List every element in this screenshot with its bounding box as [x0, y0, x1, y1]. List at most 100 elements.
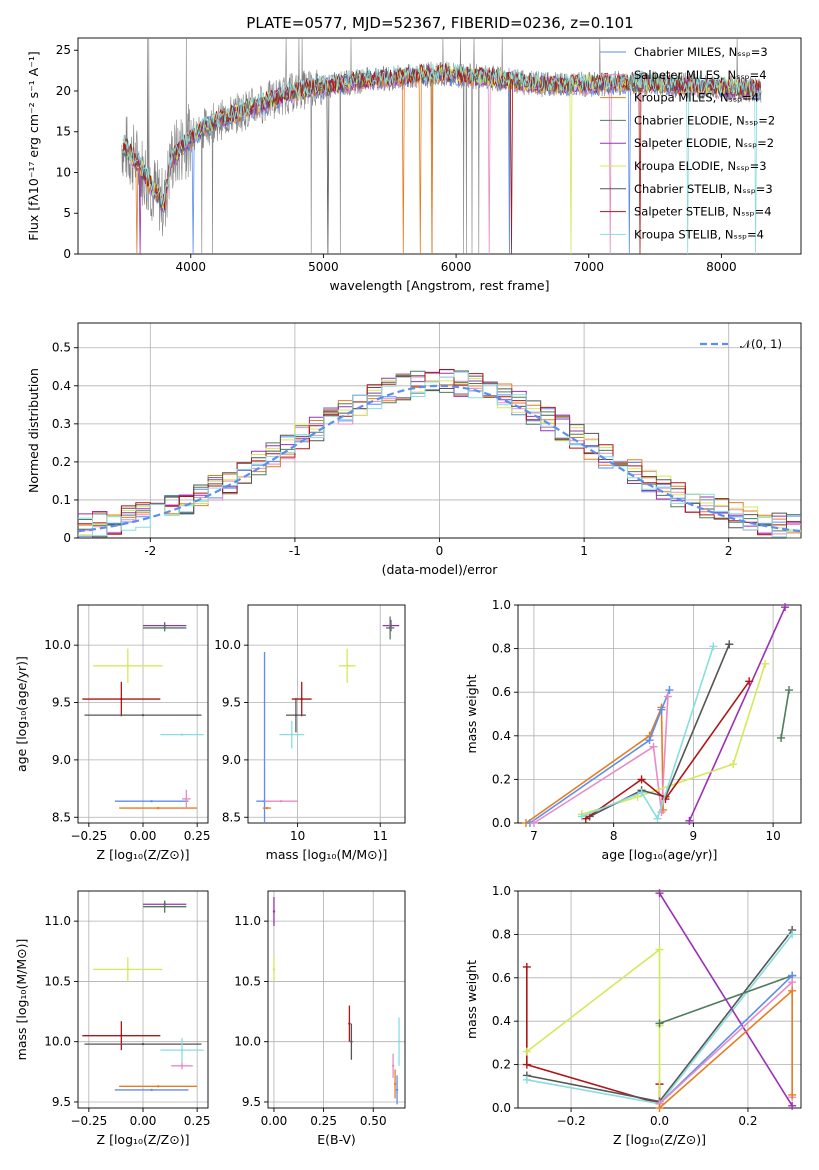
y-tick-label: 0.1: [52, 493, 71, 507]
plus-marker: [709, 642, 718, 651]
y-tick-label: 0.6: [492, 971, 511, 985]
plus-marker: [522, 1075, 531, 1084]
y-tick-label: 9.0: [52, 753, 71, 767]
plus-marker: [657, 705, 666, 714]
legend-label: Chabrier MILES, Nₛₛₚ=3: [634, 45, 768, 59]
mass-weight-line: [581, 646, 715, 821]
plus-marker: [788, 930, 797, 939]
plus-marker: [785, 686, 794, 695]
errorbar-point: [150, 800, 153, 803]
plus-marker: [655, 889, 664, 898]
errorbar-point: [265, 806, 269, 810]
y-tick-label: 25: [56, 43, 71, 57]
mass-weight-line: [529, 689, 671, 824]
y-tick-label: 0.8: [492, 642, 511, 656]
x-axis-label: wavelength [Angstrom, rest frame]: [329, 278, 549, 293]
x-tick-label: 0.50: [360, 1114, 387, 1128]
plus-marker: [788, 986, 797, 995]
x-tick-label: −0.2: [556, 1114, 585, 1128]
errorbar-point: [126, 968, 130, 971]
y-tick-label: 0.2: [492, 1058, 511, 1072]
legend-label: Kroupa STELIB, Nₛₛₚ=4: [634, 227, 764, 241]
y-tick-label: 0.4: [492, 1014, 511, 1028]
plus-marker: [529, 819, 538, 827]
plus-marker: [637, 788, 646, 797]
plus-marker: [729, 760, 738, 769]
y-tick-label: 10.5: [44, 974, 71, 988]
histogram-step-line: [78, 370, 801, 532]
errorbar-point: [395, 1088, 399, 1092]
chart-title: PLATE=0577, MJD=52367, FIBERID=0236, z=0…: [246, 14, 633, 32]
errorbar-point: [120, 697, 123, 701]
y-tick-label: 10.0: [44, 638, 71, 652]
errorbar-point: [397, 1040, 401, 1043]
age-vs-mass-panel: 10 11 8.5 9.0 9.5 10.0 mass [log₁₀(M/M⊙)]: [214, 604, 406, 862]
x-tick-label: -2: [144, 544, 156, 558]
plus-marker: [663, 692, 672, 701]
y-axis-label: mass [log₁₀(M/M⊙)]: [14, 939, 29, 1061]
y-tick-label: 0.3: [52, 417, 71, 431]
errorbar-group: [82, 900, 204, 1092]
x-tick-label: 5000: [308, 260, 339, 274]
plus-marker: [655, 945, 664, 954]
plus-marker: [725, 640, 734, 649]
mass-weight-line: [658, 892, 793, 1107]
mass-vs-ebv-panel: 0.00 0.25 0.50 9.5 10.0 10.5 11.0 E(B-V): [234, 890, 406, 1147]
x-tick-label: 11: [373, 829, 388, 843]
errorbar-point: [163, 626, 166, 630]
y-tick-label: 9.5: [52, 1095, 71, 1109]
errorbar-point: [290, 733, 293, 736]
axes-frame: [247, 604, 406, 824]
y-axis-label: Normed distribution: [26, 368, 41, 493]
x-axis-label: (data-model)/error: [382, 562, 499, 577]
y-tick-label: 0.6: [492, 685, 511, 699]
x-tick-label: -1: [289, 544, 301, 558]
y-tick-label: 11.0: [44, 914, 71, 928]
plus-marker: [522, 1060, 531, 1069]
mass-weight-line: [780, 689, 790, 739]
y-tick-label: 10.0: [44, 1035, 71, 1049]
errorbar-point: [345, 664, 349, 668]
x-tick-label: 7000: [573, 260, 604, 274]
y-tick-label: 0.2: [52, 455, 71, 469]
errorbar-point: [141, 713, 145, 717]
residual-histogram-panel: -2 -1 0 1 2 0 0.1 0.2 0.3 0.4 0.5 (data-model)/erro…: [26, 322, 802, 577]
errorbar-point: [388, 626, 392, 630]
x-tick-label: 0.00: [130, 1114, 157, 1128]
legend-label: 𝒩(0, 1): [740, 337, 782, 351]
plus-marker: [788, 1090, 797, 1099]
age-vs-metallicity-panel: −0.25 0.00 0.25 8.5 9.0 9.5 10.0 Z [log₁₀(Z/Z⊙)…: [14, 604, 211, 862]
plus-marker: [653, 814, 662, 823]
plus-marker: [649, 742, 658, 751]
axes-frame: [267, 890, 406, 1109]
mass-weight-vs-metallicity-panel: −0.2 0.0 0.2 0.0 0.2 0.4 0.6 0.8 1.0 Z [log₁₀(Z/Z…: [464, 884, 802, 1147]
mass-weight-vs-age-panel: 7 8 9 10 0.0 0.2 0.4 0.6 0.8 1.0 age [log₁₀(age/yr…: [464, 598, 802, 862]
y-tick-label: 15: [56, 125, 71, 139]
errorbar-point: [180, 1064, 184, 1068]
x-tick-label: 6000: [441, 260, 472, 274]
y-tick-label: 10.0: [214, 638, 241, 652]
histogram-step-line: [78, 371, 801, 535]
plus-marker: [745, 677, 754, 686]
axes-frame: [517, 604, 802, 824]
errorbar-group: [272, 897, 401, 1105]
y-tick-label: 9.0: [222, 753, 241, 767]
errorbar-point: [272, 968, 276, 971]
errorbar-point: [141, 1042, 145, 1046]
y-tick-label: 8.5: [52, 810, 71, 824]
x-tick-label: −0.25: [70, 829, 107, 843]
y-tick-label: 9.5: [242, 1095, 261, 1109]
y-tick-label: 0.2: [492, 772, 511, 786]
y-tick-label: 11.0: [234, 914, 261, 928]
mass-vs-metallicity-panel: −0.25 0.00 0.25 9.5 10.0 10.5 11.0 Z [log₁₀(Z/Z…: [14, 890, 211, 1147]
x-axis-label: age [log₁₀(age/yr)]: [602, 847, 718, 862]
x-axis-label: Z [log₁₀(Z/Z⊙)]: [97, 1132, 190, 1147]
y-tick-label: 9.5: [222, 696, 241, 710]
errorbar-point: [120, 1034, 123, 1037]
x-tick-label: 0.00: [130, 829, 157, 843]
y-axis-label: age [log₁₀(age/yr)]: [14, 656, 29, 772]
legend-label: Salpeter ELODIE, Nₛₛₚ=2: [634, 136, 774, 150]
x-axis-label: mass [log₁₀(M/M⊙)]: [266, 847, 388, 862]
x-tick-label: 8: [610, 829, 618, 843]
errorbar-point: [348, 1022, 351, 1025]
